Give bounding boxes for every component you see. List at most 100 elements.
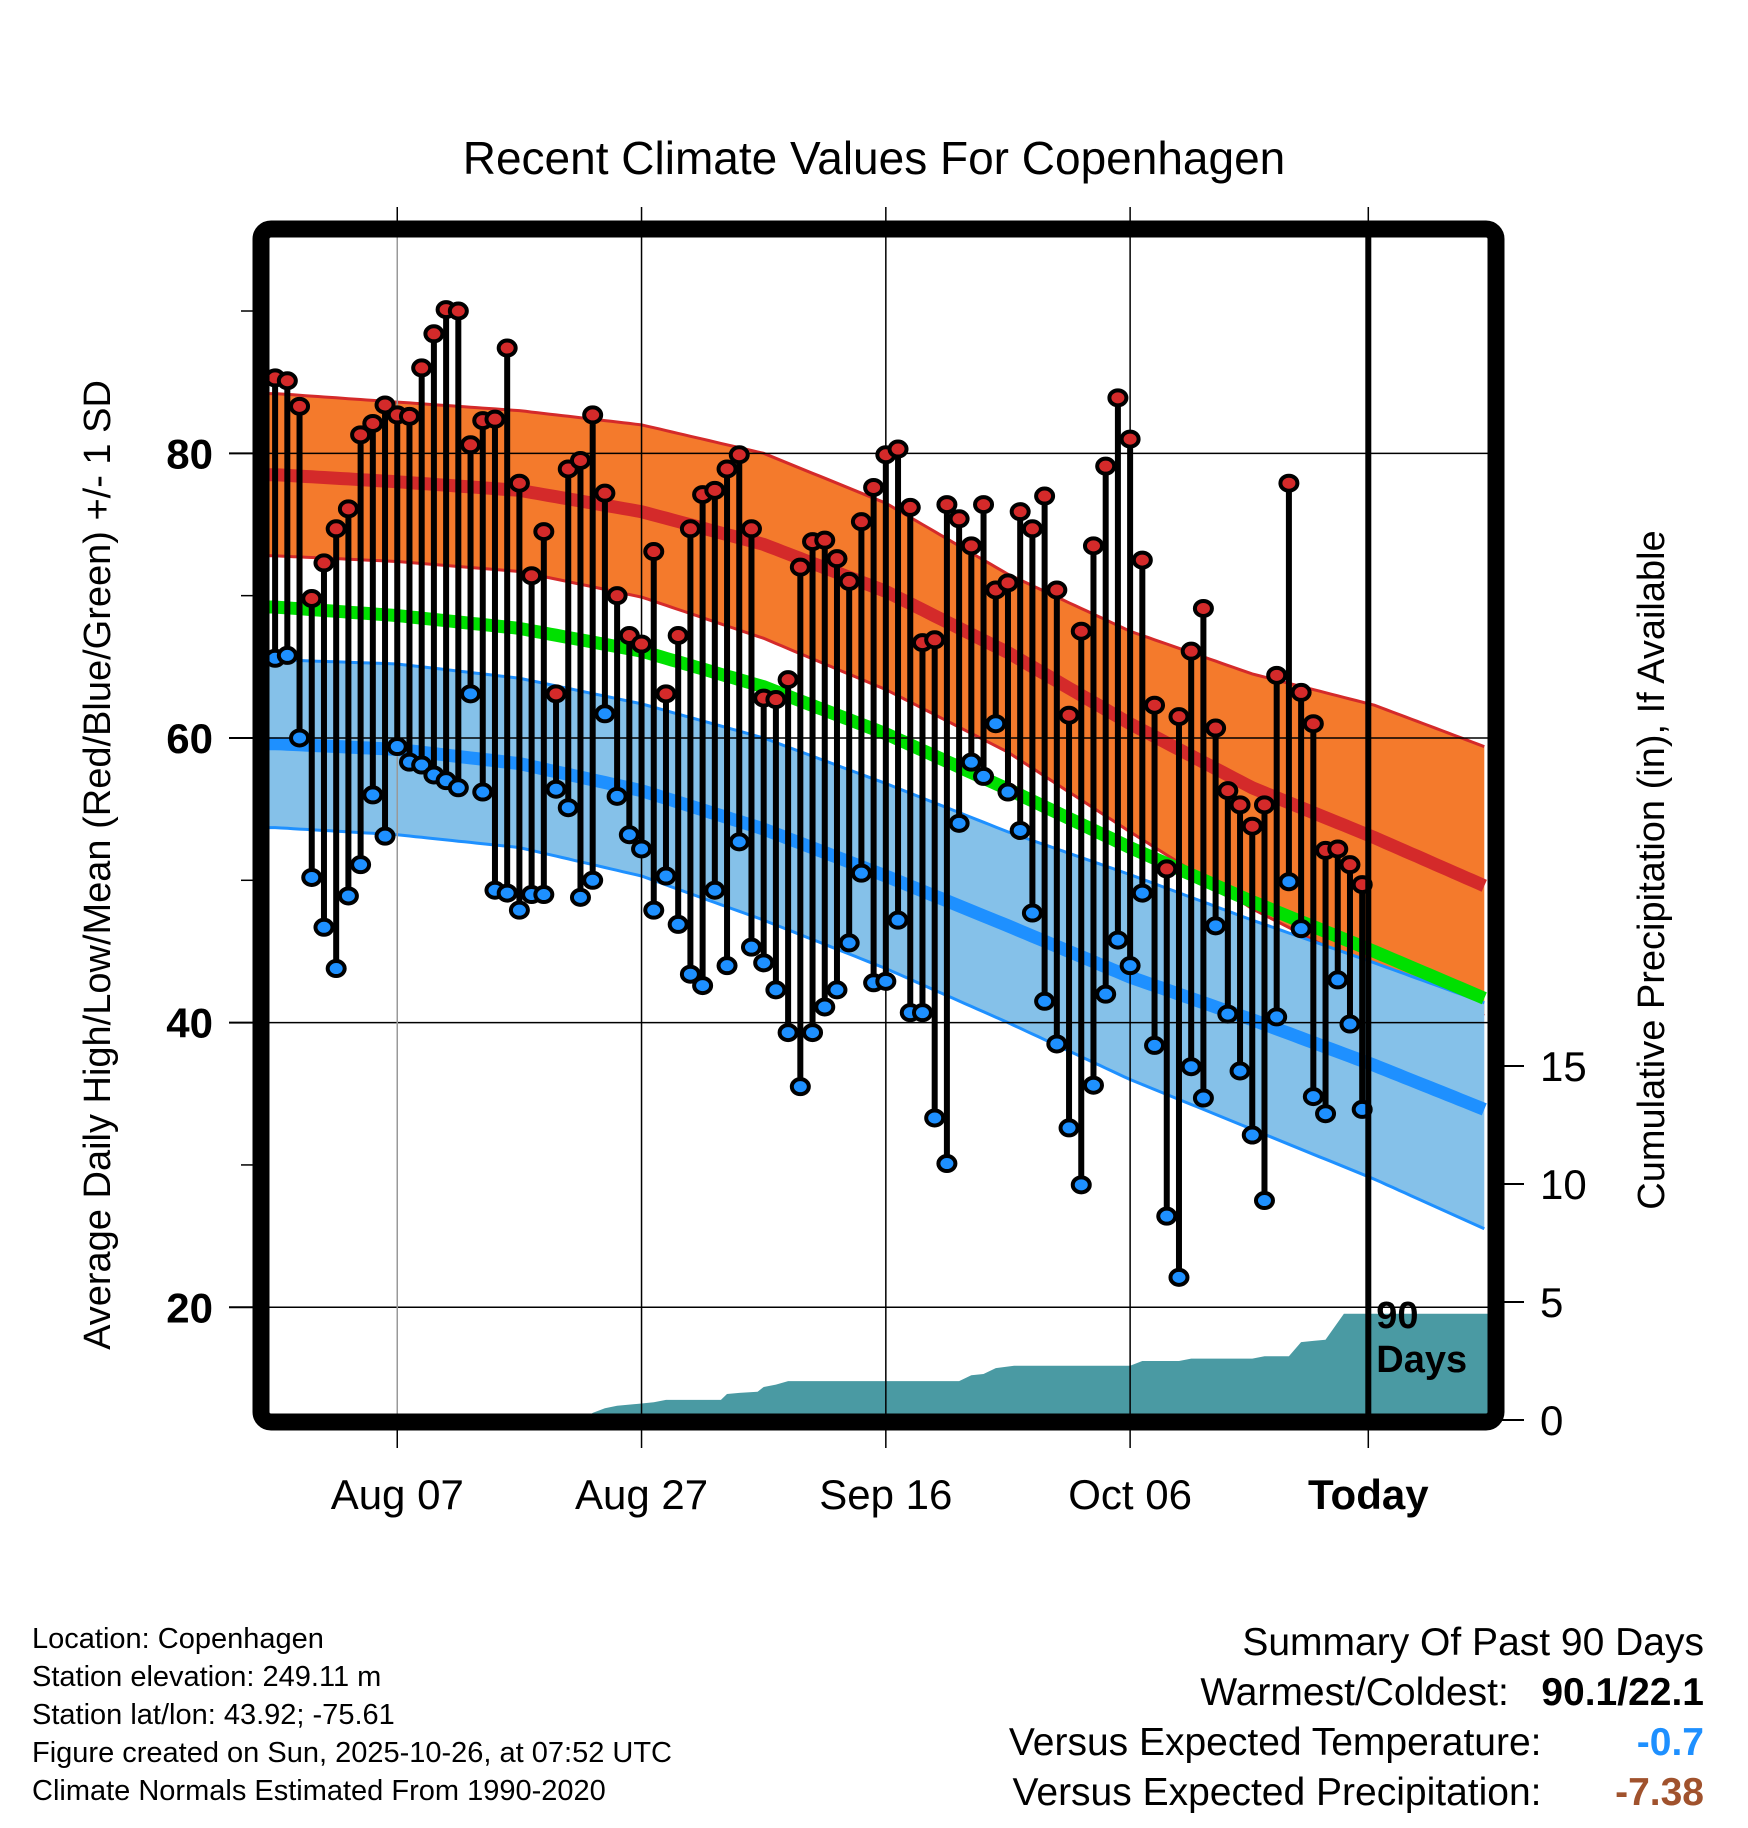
daily-low-point <box>606 786 628 806</box>
daily-low-point <box>1156 1206 1178 1226</box>
daily-low-point <box>802 1023 824 1043</box>
daily-low-point <box>643 900 665 920</box>
y2-tick-label: 10 <box>1540 1161 1587 1208</box>
climate-chart: Recent Climate Values For Copenhagen 90D… <box>77 132 1673 1518</box>
daily-high-point <box>863 477 885 497</box>
daily-high-point <box>594 483 616 503</box>
cumulative-precip-area <box>269 1313 1488 1414</box>
daily-high-point <box>1082 536 1104 556</box>
daily-high-point <box>838 571 860 591</box>
y2-tick-label: 0 <box>1540 1397 1563 1444</box>
daily-high-point <box>545 684 567 704</box>
daily-low-point <box>1046 1034 1068 1054</box>
daily-high-point <box>936 495 958 515</box>
daily-high-point <box>631 634 653 654</box>
daily-low-point <box>276 645 298 665</box>
daily-high-point <box>924 630 946 650</box>
daily-high-point <box>337 499 359 519</box>
daily-high-point <box>1241 816 1263 836</box>
normals-text: Climate Normals Estimated From 1990-2020 <box>32 1775 606 1807</box>
daily-low-point <box>508 900 530 920</box>
daily-low-point <box>1327 970 1349 990</box>
x-tick-label: Oct 06 <box>1068 1471 1192 1518</box>
daily-high-point <box>496 338 518 358</box>
x-tick-label: Aug 27 <box>575 1471 708 1518</box>
y-tick-label: 80 <box>166 430 213 477</box>
daily-low-point <box>460 684 482 704</box>
x-tick-label: Aug 07 <box>331 1471 464 1518</box>
daily-low-point <box>679 964 701 984</box>
daily-high-point <box>606 586 628 606</box>
daily-low-point <box>301 867 323 887</box>
normal-low-line <box>269 737 1487 1116</box>
elevation-text: Station elevation: 249.11 m <box>32 1661 382 1693</box>
daily-low-point <box>362 785 384 805</box>
daily-high-point <box>423 324 445 344</box>
daily-low-point <box>936 1154 958 1174</box>
warmest-label: Warmest/Coldest: <box>1200 1671 1509 1714</box>
daily-high-point <box>643 542 665 562</box>
daily-low-point <box>850 863 872 883</box>
daily-high-point <box>740 519 762 539</box>
daily-low-point <box>631 839 653 859</box>
plot-frame <box>252 220 1505 1431</box>
daily-high-point <box>1046 580 1068 600</box>
y-tick-label: 20 <box>166 1284 213 1331</box>
daily-low-point <box>1192 1088 1214 1108</box>
daily-high-point <box>899 497 921 517</box>
daily-low-point <box>1315 1104 1337 1124</box>
daily-low-point <box>716 956 738 976</box>
temp-anomaly-row: Versus Expected Temperature: -0.7 <box>1009 1718 1704 1768</box>
daily-high-point <box>814 530 836 550</box>
daily-low-point <box>1131 883 1153 903</box>
daily-low-point <box>1180 1057 1202 1077</box>
latlon-text: Station lat/lon: 43.92; -75.61 <box>32 1699 395 1731</box>
daily-low-point <box>350 855 372 875</box>
y-tick-label: 60 <box>166 715 213 762</box>
daily-high-point <box>1107 388 1129 408</box>
precip-anomaly-label: Versus Expected Precipitation: <box>1012 1771 1542 1814</box>
daily-high-point <box>1253 795 1275 815</box>
daily-high-point <box>276 371 298 391</box>
daily-high-point <box>484 409 506 429</box>
precip-anomaly-value: -7.38 <box>1615 1771 1704 1814</box>
daily-low-point <box>1021 903 1043 923</box>
x-tick-label: Sep 16 <box>819 1471 952 1518</box>
daily-high-point <box>1144 695 1166 715</box>
daily-low-point <box>557 798 579 818</box>
daily-high-point <box>447 301 469 321</box>
daily-low-point <box>1278 872 1300 892</box>
daily-low-point <box>924 1108 946 1128</box>
daily-low-point <box>569 887 591 907</box>
daily-low-point <box>313 917 335 937</box>
daily-high-point <box>704 480 726 500</box>
daily-high-point <box>289 396 311 416</box>
daily-low-point <box>667 914 689 934</box>
y2-axis-label: Cumulative Precipitation (in), If Availa… <box>1631 530 1673 1209</box>
daily-low-point <box>911 1003 933 1023</box>
daily-low-point <box>472 782 494 802</box>
daily-low-point <box>765 980 787 1000</box>
daily-high-point <box>362 413 384 433</box>
daily-high-point <box>301 588 323 608</box>
daily-high-point <box>1229 795 1251 815</box>
today-marker-label: Days <box>1376 1339 1467 1381</box>
daily-low-point <box>1034 991 1056 1011</box>
daily-high-point <box>1217 781 1239 801</box>
daily-high-point <box>460 435 482 455</box>
daily-low-point <box>1119 956 1141 976</box>
y2-tick-label: 15 <box>1540 1043 1587 1090</box>
daily-low-point <box>1095 984 1117 1004</box>
daily-high-point <box>521 566 543 586</box>
precip-anomaly-row: Versus Expected Precipitation: -7.38 <box>1009 1768 1704 1818</box>
daily-low-point <box>325 959 347 979</box>
daily-high-point <box>1180 641 1202 661</box>
daily-low-point <box>704 880 726 900</box>
daily-high-point <box>350 425 372 445</box>
daily-high-point <box>533 522 555 542</box>
summary-heading: Summary Of Past 90 Days <box>1242 1621 1704 1664</box>
daily-high-point <box>1168 707 1190 727</box>
daily-low-point <box>1253 1191 1275 1211</box>
daily-high-point <box>667 626 689 646</box>
